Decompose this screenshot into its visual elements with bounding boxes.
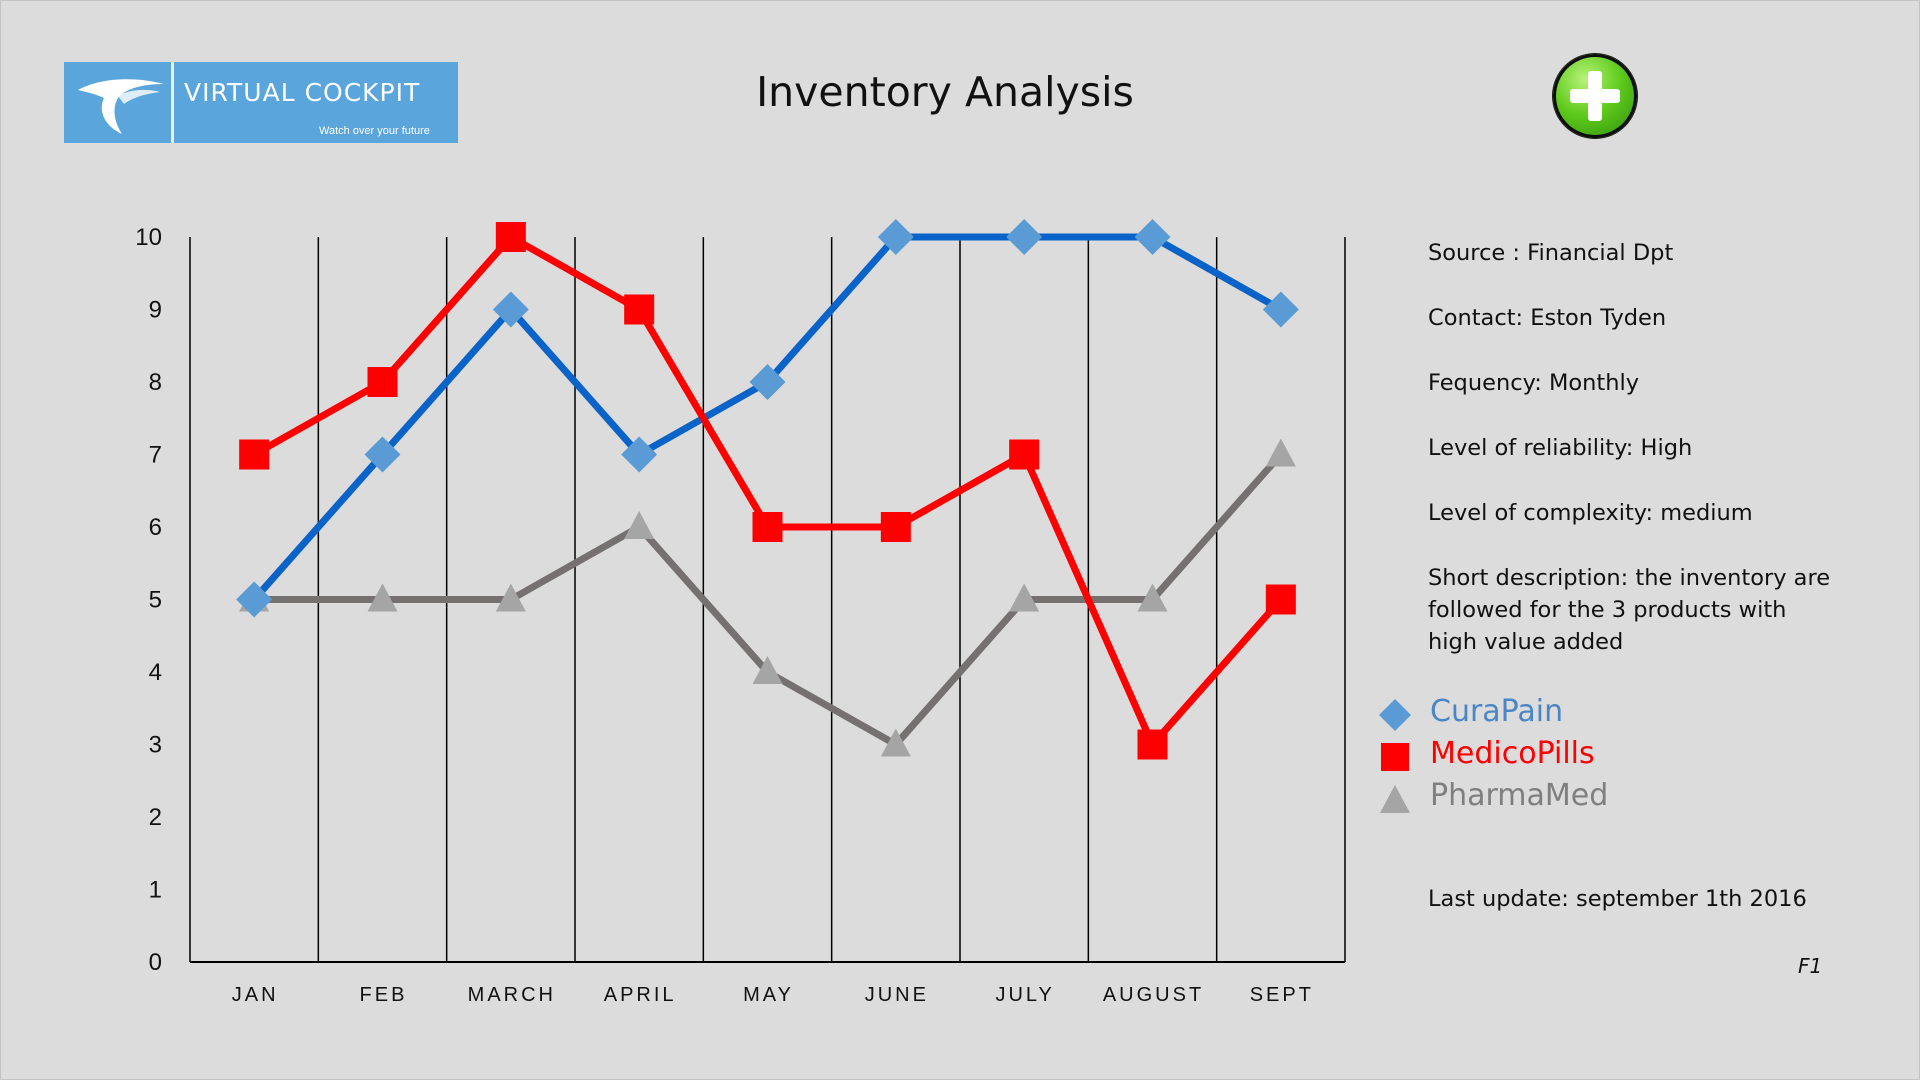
y-tick-label: 7: [149, 442, 162, 469]
y-tick-label: 6: [149, 514, 162, 541]
slide-id: F1: [1798, 954, 1823, 978]
info-complexity: Level of complexity: medium: [1428, 500, 1753, 526]
info-reliability: Level of reliability: High: [1428, 435, 1693, 461]
point-medicopills: [880, 512, 911, 542]
point-curapain: [236, 581, 273, 618]
point-pharmamed: [1009, 583, 1040, 612]
legend-label-pharmamed: PharmaMed: [1430, 778, 1609, 813]
square-marker-icon: [1381, 743, 1409, 771]
series-line-pharmamed: [254, 452, 1284, 748]
last-update: Last update: september 1th 2016: [1428, 886, 1807, 912]
point-medicopills: [1265, 584, 1296, 615]
point-pharmamed: [1265, 438, 1296, 467]
x-tick-label: JUNE: [865, 984, 929, 1006]
logo-tagline: Watch over your future: [319, 125, 430, 137]
point-pharmamed: [495, 583, 526, 612]
point-medicopills: [495, 222, 526, 252]
virtual-cockpit-logo: VIRTUAL COCKPIT Watch over your future: [64, 62, 458, 143]
point-curapain: [364, 436, 401, 473]
point-curapain: [621, 436, 658, 473]
x-tick-label: FEB: [360, 984, 408, 1006]
info-description: Short description: the inventory are fol…: [1428, 565, 1831, 655]
info-contact: Contact: Eston Tyden: [1428, 305, 1667, 331]
add-button[interactable]: [1553, 54, 1637, 138]
x-tick-label: APRIL: [604, 984, 677, 1006]
point-curapain: [492, 291, 529, 328]
point-medicopills: [367, 367, 398, 397]
point-pharmamed: [1137, 583, 1168, 612]
x-tick-label: MAY: [743, 984, 794, 1006]
y-tick-label: 4: [149, 659, 162, 686]
y-tick-label: 3: [149, 732, 162, 759]
point-curapain: [877, 219, 914, 255]
point-medicopills: [239, 439, 270, 470]
point-medicopills: [752, 512, 783, 542]
info-frequency: Fequency: Monthly: [1428, 370, 1640, 396]
y-tick-label: 10: [135, 224, 162, 251]
x-tick-label: JULY: [995, 984, 1054, 1006]
y-tick-label: 0: [149, 949, 162, 976]
triangle-marker-icon: [1380, 785, 1410, 813]
logo-name: VIRTUAL COCKPIT: [184, 78, 421, 107]
legend-label-curapain: CuraPain: [1430, 694, 1564, 729]
y-tick-label: 2: [149, 804, 162, 831]
point-curapain: [749, 364, 786, 400]
point-pharmamed: [367, 583, 398, 612]
y-tick-label: 1: [149, 877, 162, 904]
y-tick-label: 9: [149, 297, 162, 324]
x-tick-label: MARCH: [468, 984, 556, 1006]
point-pharmamed: [880, 728, 911, 757]
bird-logo-icon: [78, 79, 164, 134]
x-tick-label: SEPT: [1250, 984, 1314, 1006]
page-title: Inventory Analysis: [756, 68, 1134, 116]
point-medicopills: [1009, 439, 1040, 470]
y-tick-label: 8: [149, 369, 162, 396]
y-tick-label: 5: [149, 587, 162, 614]
point-pharmamed: [752, 656, 783, 684]
x-tick-label: JAN: [232, 984, 279, 1006]
point-medicopills: [1137, 729, 1168, 760]
point-pharmamed: [624, 511, 655, 539]
logo-divider: [171, 62, 174, 143]
point-curapain: [1262, 291, 1299, 328]
legend-label-medicopills: MedicoPills: [1430, 736, 1595, 771]
x-tick-label: AUGUST: [1103, 984, 1204, 1006]
point-curapain: [1006, 219, 1043, 255]
point-medicopills: [624, 294, 655, 325]
series-line-curapain: [251, 233, 1283, 602]
diamond-marker-icon: [1379, 699, 1411, 731]
info-source: Source : Financial Dpt: [1428, 240, 1674, 266]
point-curapain: [1134, 219, 1171, 255]
